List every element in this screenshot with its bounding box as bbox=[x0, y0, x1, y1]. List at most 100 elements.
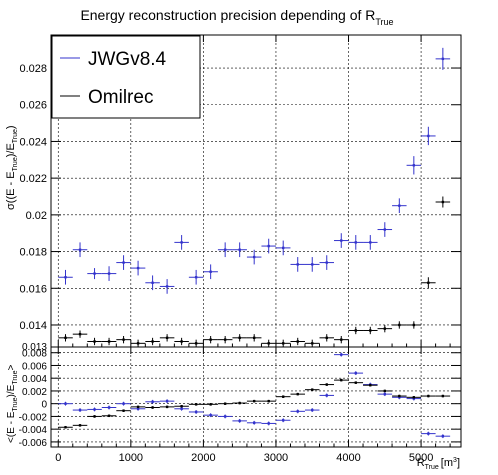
marker bbox=[325, 383, 328, 386]
data-point bbox=[72, 408, 88, 412]
data-point bbox=[58, 269, 73, 285]
marker bbox=[107, 340, 111, 343]
data-point bbox=[377, 324, 393, 333]
x-tick-label: 5000 bbox=[409, 452, 433, 464]
marker bbox=[136, 405, 140, 409]
data-point bbox=[275, 418, 291, 423]
marker bbox=[78, 332, 82, 336]
data-point bbox=[58, 425, 73, 429]
marker bbox=[354, 371, 357, 375]
data-point bbox=[145, 399, 160, 404]
data-point bbox=[334, 378, 349, 382]
marker bbox=[441, 434, 445, 438]
data-point bbox=[130, 405, 146, 409]
marker bbox=[383, 327, 387, 330]
data-point bbox=[406, 156, 422, 175]
data-point bbox=[72, 242, 88, 258]
marker bbox=[180, 407, 183, 410]
data-point bbox=[87, 407, 102, 412]
marker bbox=[78, 424, 82, 427]
data-point bbox=[116, 409, 131, 412]
marker bbox=[282, 395, 285, 398]
marker bbox=[238, 401, 241, 405]
data-point bbox=[246, 334, 262, 342]
y-tick-label: 0.018 bbox=[19, 247, 47, 259]
marker bbox=[340, 338, 343, 341]
marker bbox=[223, 402, 227, 405]
data-point bbox=[319, 255, 335, 270]
data-point bbox=[261, 238, 276, 254]
data-point bbox=[203, 403, 218, 406]
marker bbox=[325, 261, 328, 264]
data-point bbox=[130, 260, 146, 276]
marker bbox=[296, 340, 299, 343]
data-point bbox=[421, 431, 436, 436]
data-point bbox=[290, 392, 305, 396]
marker bbox=[151, 400, 154, 403]
data-point bbox=[188, 269, 204, 285]
marker bbox=[412, 323, 416, 327]
marker bbox=[180, 241, 183, 244]
marker bbox=[64, 426, 67, 429]
data-point bbox=[421, 394, 436, 398]
top-series-omilrec bbox=[58, 196, 451, 347]
marker bbox=[311, 388, 314, 391]
marker bbox=[296, 392, 299, 396]
marker bbox=[252, 336, 256, 340]
marker bbox=[93, 272, 96, 275]
marker bbox=[427, 432, 430, 435]
marker bbox=[209, 413, 212, 417]
marker bbox=[180, 405, 183, 408]
data-point bbox=[217, 242, 233, 258]
marker bbox=[282, 419, 285, 422]
data-point bbox=[304, 257, 320, 272]
marker bbox=[441, 200, 445, 204]
data-point bbox=[188, 410, 204, 414]
marker bbox=[383, 389, 387, 393]
data-point bbox=[435, 196, 451, 208]
data-point bbox=[363, 383, 378, 387]
y-tick-label: -0.006 bbox=[19, 438, 48, 449]
data-point bbox=[188, 339, 204, 347]
marker bbox=[267, 422, 270, 425]
marker bbox=[151, 281, 154, 284]
y-tick-label: 0.006 bbox=[22, 361, 47, 372]
data-point bbox=[261, 399, 276, 403]
data-point bbox=[304, 388, 320, 391]
legend-entry-jwgv84: JWGv8.4 bbox=[60, 49, 167, 70]
data-point bbox=[421, 277, 436, 289]
data-point bbox=[101, 414, 117, 418]
marker bbox=[340, 378, 343, 382]
top-y-tick-label-partial: 0.013 bbox=[22, 342, 47, 353]
marker bbox=[122, 402, 125, 405]
data-point bbox=[435, 394, 451, 398]
data-point bbox=[348, 371, 364, 376]
marker bbox=[252, 399, 256, 403]
data-point bbox=[174, 404, 189, 408]
marker bbox=[412, 164, 416, 167]
data-point bbox=[290, 337, 305, 346]
data-point bbox=[261, 339, 276, 347]
data-point bbox=[275, 339, 291, 347]
y-tick-label: 0.004 bbox=[22, 374, 47, 385]
marker bbox=[194, 342, 198, 345]
data-point bbox=[130, 339, 146, 347]
marker bbox=[93, 408, 96, 411]
marker bbox=[252, 255, 256, 259]
marker bbox=[325, 336, 328, 340]
marker bbox=[282, 342, 285, 345]
data-point bbox=[174, 337, 189, 346]
data-point bbox=[101, 266, 117, 281]
data-point bbox=[159, 279, 175, 294]
data-point bbox=[101, 405, 117, 410]
y-tick-label: -0.004 bbox=[19, 425, 48, 436]
x-tick-label: 2000 bbox=[191, 452, 215, 464]
data-point bbox=[87, 268, 102, 280]
marker bbox=[165, 285, 169, 288]
y-tick-label: 0.026 bbox=[19, 100, 47, 112]
data-point bbox=[217, 414, 233, 419]
marker bbox=[354, 381, 357, 384]
data-point bbox=[363, 235, 378, 250]
marker bbox=[354, 329, 357, 332]
